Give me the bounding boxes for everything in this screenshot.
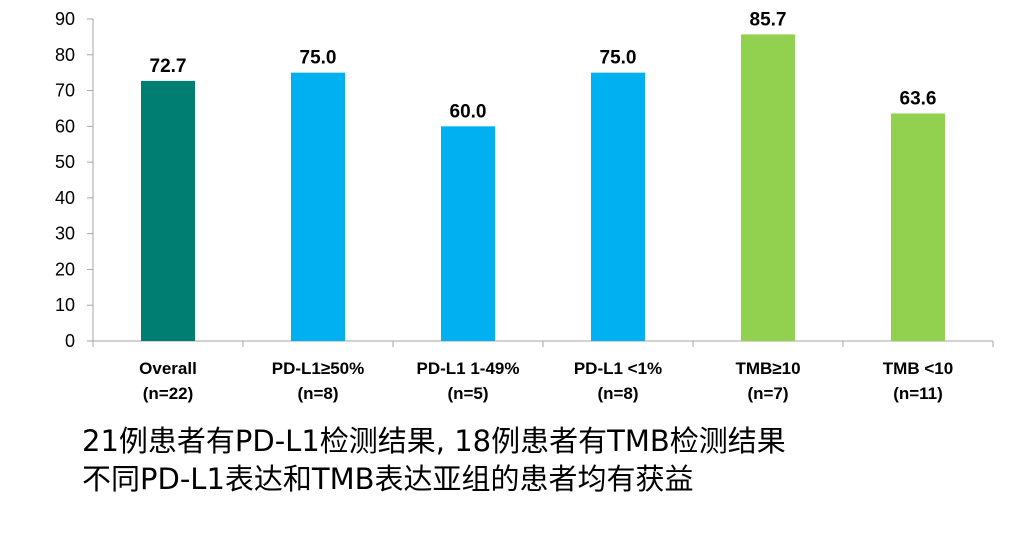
category-label: (n=5) xyxy=(447,384,488,403)
category-label: TMB <10 xyxy=(883,359,953,378)
value-label: 63.6 xyxy=(900,88,937,109)
category-label: (n=8) xyxy=(597,384,638,403)
category-label: TMB≥10 xyxy=(735,359,800,378)
y-tick-label: 40 xyxy=(55,188,75,208)
value-label: 60.0 xyxy=(450,101,487,122)
bar xyxy=(141,80,195,341)
bar xyxy=(291,72,345,342)
bars xyxy=(141,34,945,342)
y-tick-label: 0 xyxy=(65,331,75,351)
value-label: 75.0 xyxy=(600,48,637,69)
category-label: (n=11) xyxy=(893,384,943,403)
bar xyxy=(741,34,795,341)
bar xyxy=(891,113,945,341)
bar xyxy=(591,72,645,342)
category-label: PD-L1 1-49% xyxy=(417,359,520,378)
bar xyxy=(441,126,495,341)
y-tick-label: 60 xyxy=(55,116,75,136)
category-label: Overall xyxy=(139,359,197,378)
y-tick-label: 80 xyxy=(55,45,75,65)
y-tick-label: 70 xyxy=(55,81,75,101)
y-tick-label: 20 xyxy=(55,259,75,279)
y-tick-label: 10 xyxy=(55,295,75,315)
value-label: 85.7 xyxy=(750,9,787,30)
y-tick-label: 90 xyxy=(55,9,75,29)
category-labels: Overall (n=22) PD-L1≥50% (n=8) PD-L1 1-49% (n… xyxy=(139,359,953,403)
category-label: (n=7) xyxy=(747,384,788,403)
bar-chart: 0 10 20 30 40 50 60 70 80 90 72.7 75.0 60.0 75.0 85.7… xyxy=(55,9,994,403)
y-axis: 0 10 20 30 40 50 60 70 80 90 xyxy=(55,9,94,351)
category-label: PD-L1 <1% xyxy=(574,359,662,378)
category-label: (n=22) xyxy=(143,384,194,403)
value-label: 72.7 xyxy=(150,56,187,77)
category-label: (n=8) xyxy=(297,384,338,403)
caption-line-1: 21例患者有PD-L1检测结果, 18例患者有TMB检测结果 xyxy=(82,424,786,458)
x-axis xyxy=(92,340,994,347)
y-tick-label: 30 xyxy=(55,224,75,244)
y-tick-label: 50 xyxy=(55,152,75,172)
caption-line-2: 不同PD-L1表达和TMB表达亚组的患者均有获益 xyxy=(82,462,694,496)
category-label: PD-L1≥50% xyxy=(272,359,364,378)
value-labels: 72.7 75.0 60.0 75.0 85.7 63.6 xyxy=(150,9,937,122)
value-label: 75.0 xyxy=(300,48,337,69)
